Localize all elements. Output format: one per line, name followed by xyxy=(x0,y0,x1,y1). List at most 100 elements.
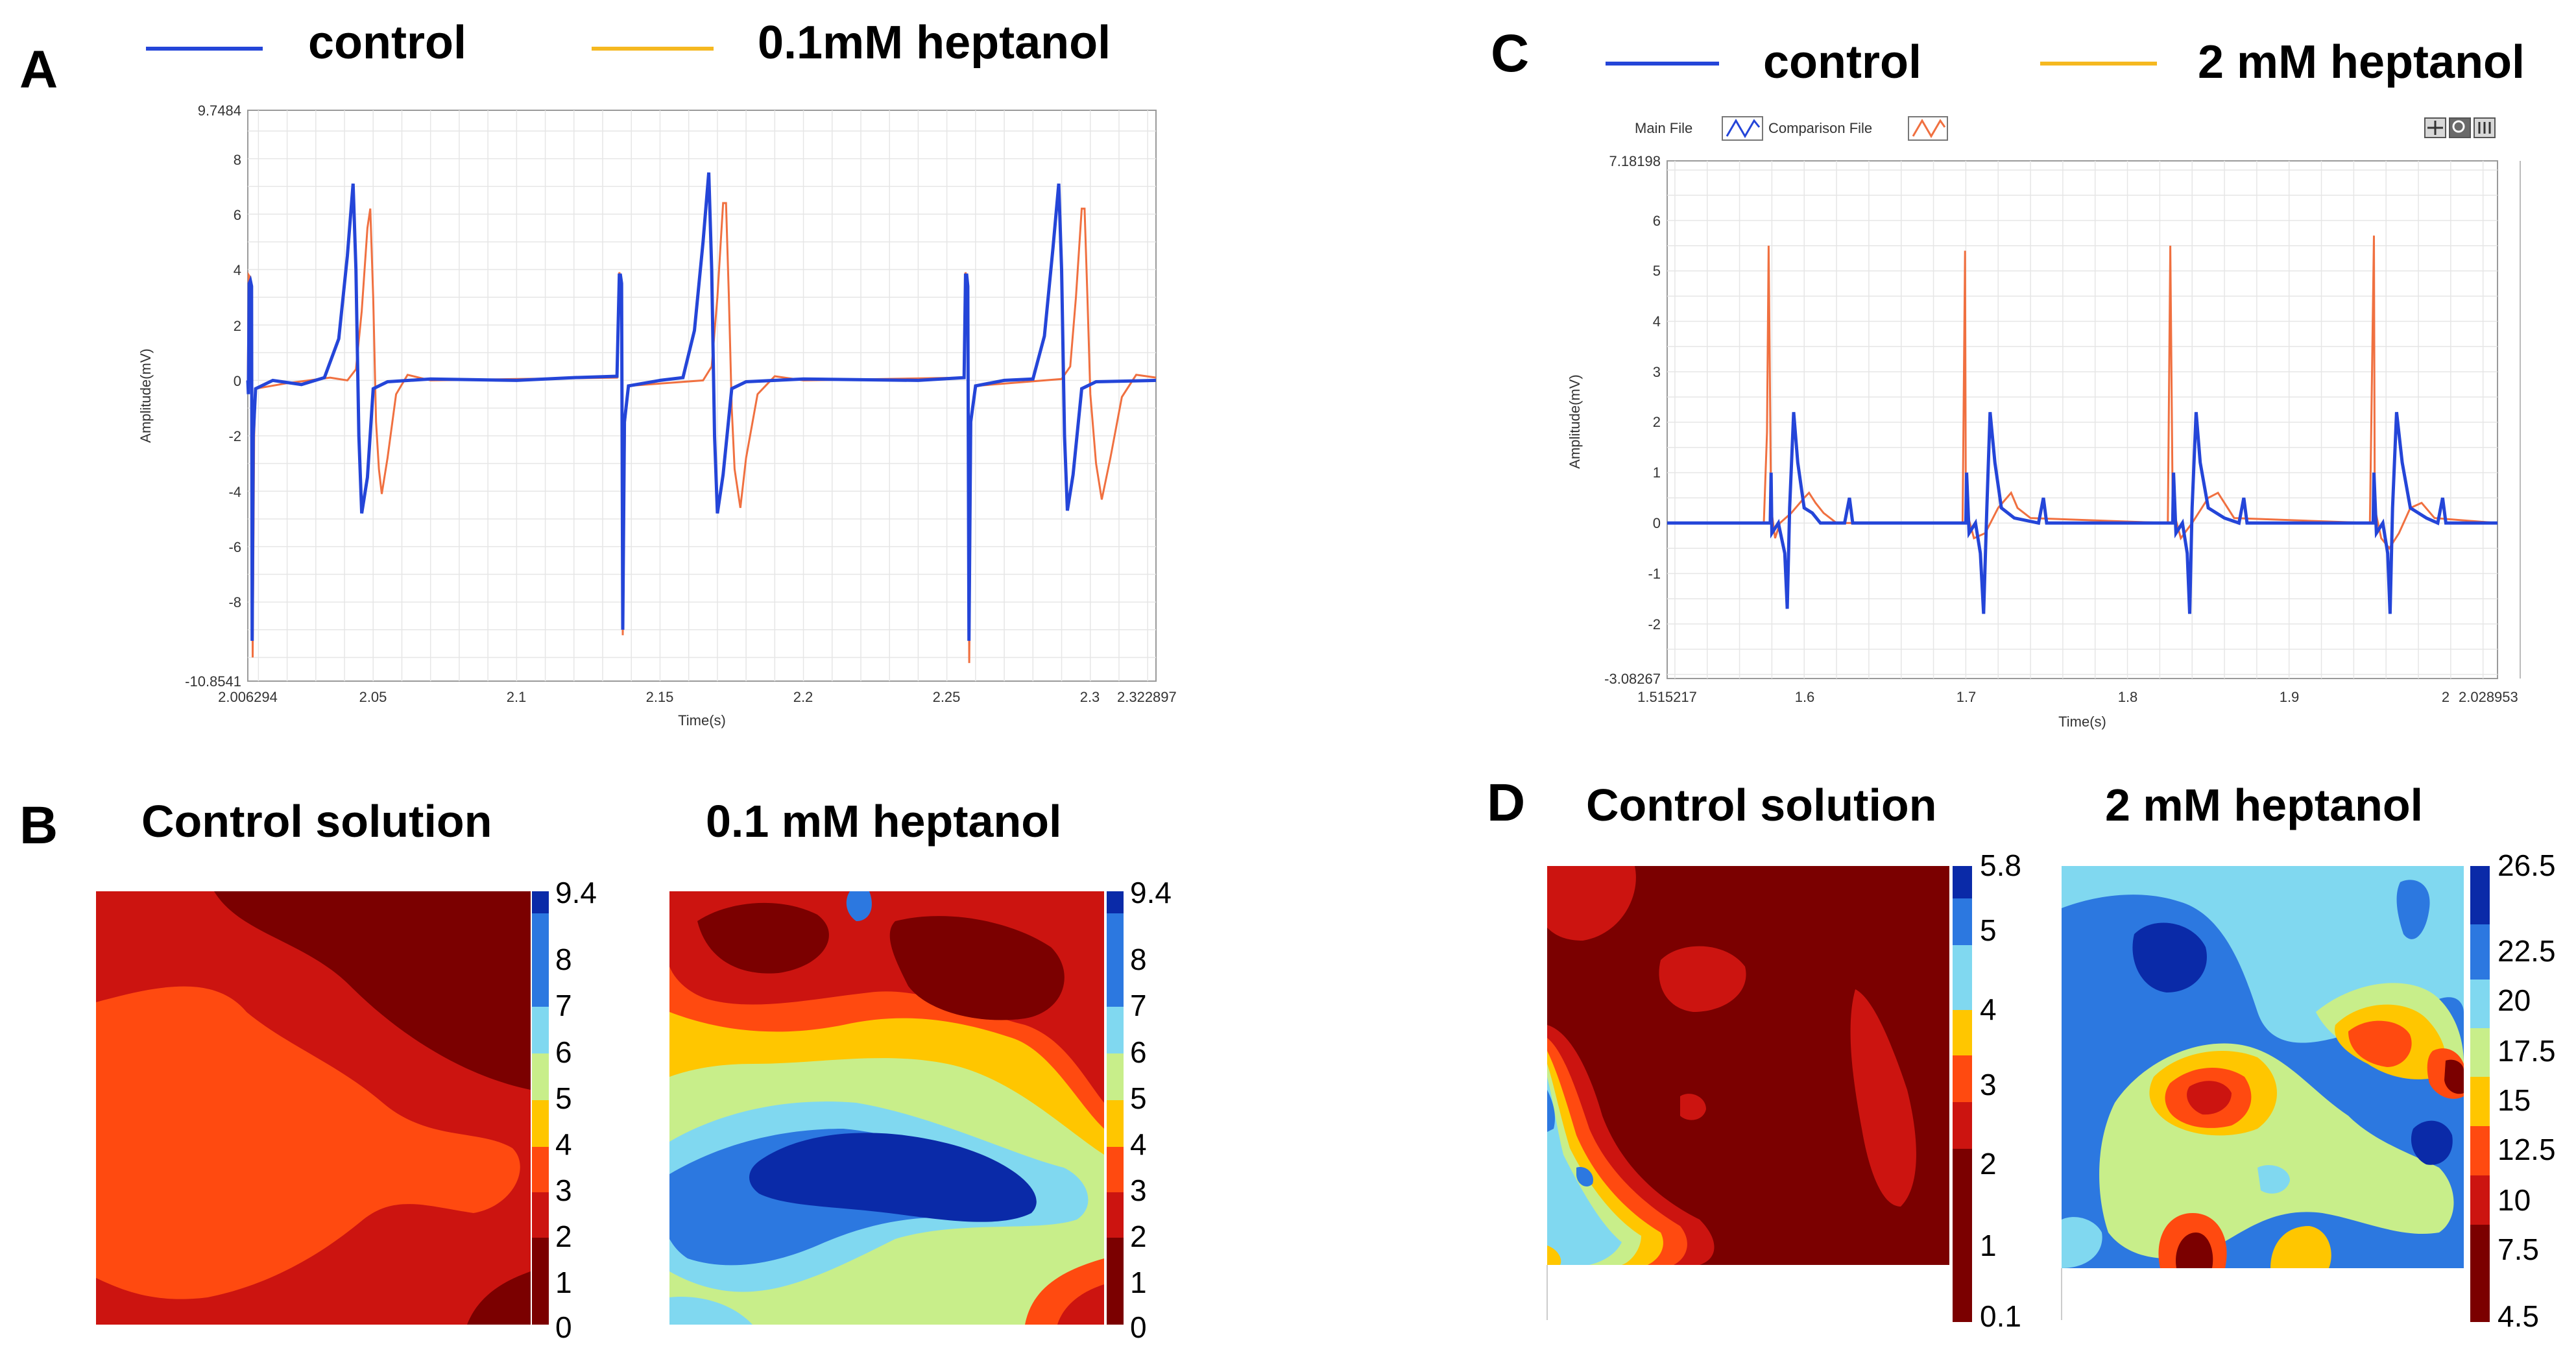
colorbar-segment xyxy=(1107,1100,1124,1147)
legend-c: control 2 mM heptanol xyxy=(1606,36,2525,88)
y-tick-a: 0 xyxy=(234,373,241,389)
legend-label-control-a: control xyxy=(308,17,466,69)
colorbar-segment xyxy=(1953,1102,1972,1149)
y-tick-a: -4 xyxy=(228,484,241,500)
y-tick-c: 1 xyxy=(1653,464,1661,481)
legend-a: control 0.1mM heptanol xyxy=(146,17,1111,69)
y-tick-a: 6 xyxy=(234,207,241,223)
colorbar-tick: 1 xyxy=(555,1266,572,1299)
colorbar-segment xyxy=(2470,1077,2490,1126)
colorbar-tick: 4 xyxy=(1130,1127,1147,1161)
x-axis-label-c: Time(s) xyxy=(2058,714,2106,730)
colorbar-tick: 2 xyxy=(1130,1220,1147,1253)
trace-heptanol-a xyxy=(247,202,1157,664)
heatmap-region xyxy=(2132,922,2207,992)
colorbar-tick: 2 xyxy=(555,1220,572,1253)
y-tick-c: -1 xyxy=(1648,566,1661,582)
y-tick-c: 4 xyxy=(1653,313,1661,330)
panel-letter-d: D xyxy=(1487,773,1525,832)
y-tick-a: 8 xyxy=(234,152,241,168)
main-file-label: Main File xyxy=(1635,120,1692,136)
panel-c: C control 2 mM heptanol Main File Compar… xyxy=(1491,24,2525,730)
comparison-file-wave-icon xyxy=(1912,119,1946,138)
panel-letter-b: B xyxy=(19,796,58,855)
main-file-wave-icon xyxy=(1726,119,1761,138)
heatmap-region xyxy=(2348,1020,2412,1067)
gridlines-a xyxy=(248,110,1156,681)
heatmap-region xyxy=(1547,866,1636,941)
colorbar-tick: 15 xyxy=(2498,1083,2531,1117)
x-tick-c: 1.515217 xyxy=(1637,689,1697,705)
y-axis-label-c: Amplitude(mV) xyxy=(1567,374,1583,468)
heatmap-b-right xyxy=(669,891,1104,1325)
colorbar-tick: 3 xyxy=(555,1173,572,1207)
colorbar-tick: 1 xyxy=(1130,1266,1147,1299)
trace-control-c xyxy=(1667,412,2498,614)
colorbar-segment xyxy=(1107,913,1124,960)
heatmap-region xyxy=(1547,1245,1561,1265)
heatmap-region xyxy=(697,902,829,974)
colorbar-segment xyxy=(2470,1028,2490,1077)
x-ticks-a: 2.006294 2.05 2.1 2.15 2.2 2.25 2.3 2.32… xyxy=(218,689,1177,705)
y-ticks-c: 7.18198 6 5 4 3 2 1 0 -1 -2 -3.08267 xyxy=(1604,153,1661,687)
main-file-swatch[interactable] xyxy=(1722,116,1763,141)
panel-a: A control 0.1mM heptanol 9.7484 8 6 4 2 … xyxy=(19,17,1177,728)
x-axis-label-a: Time(s) xyxy=(678,712,726,728)
colorbar-segment xyxy=(1107,1283,1124,1325)
heatmap-region xyxy=(2396,880,2430,939)
colorbar-tick: 1 xyxy=(1980,1229,1997,1262)
colorbar-tick: 0 xyxy=(555,1310,572,1344)
colorbar-segment xyxy=(532,1053,549,1100)
x-tick-a: 2.006294 xyxy=(218,689,278,705)
y-tick-c: -3.08267 xyxy=(1604,671,1661,687)
heatmap-region xyxy=(1680,1094,1706,1120)
panel-b: B Control solution 0.1 mM heptanol xyxy=(19,796,1172,1344)
colorbar-segment xyxy=(2470,1225,2490,1322)
x-tick-a: 2.25 xyxy=(933,689,961,705)
heatmap-region xyxy=(2270,1226,2331,1268)
x-tick-c: 1.7 xyxy=(1956,689,1977,705)
heatmap-region xyxy=(2187,1081,2232,1115)
x-ticks-c: 1.515217 1.6 1.7 1.8 1.9 2 2.028953 xyxy=(1637,689,2518,705)
y-tick-a: 9.7484 xyxy=(198,102,241,119)
colorbar-tick: 4 xyxy=(555,1127,572,1161)
colorbar-tick: 10 xyxy=(2498,1183,2531,1217)
colorbar-segment xyxy=(1107,1007,1124,1053)
comparison-file-label: Comparison File xyxy=(1768,120,1872,136)
colorbar-segment xyxy=(532,1238,549,1283)
colorbar-tick: 4 xyxy=(1980,992,1997,1026)
colorbar-b-left: 9.4 8 7 6 5 4 3 2 1 0 xyxy=(532,876,597,1344)
comparison-file-swatch[interactable] xyxy=(1908,116,1948,141)
x-tick-a: 2.15 xyxy=(646,689,674,705)
heatmap-region xyxy=(96,986,520,1299)
heatmap-region xyxy=(669,1297,752,1325)
panel-d: D Control solution 2 mM heptanol xyxy=(1487,773,2556,1333)
map-title-b-right: 0.1 mM heptanol xyxy=(706,796,1061,847)
colorbar-segment xyxy=(2470,1126,2490,1175)
y-tick-a: 4 xyxy=(234,262,241,278)
colorbar-segment xyxy=(532,1283,549,1325)
colorbar-d-right: 26.5 22.5 20 17.5 15 12.5 10 7.5 4.5 xyxy=(2470,848,2556,1333)
plot-frame-c xyxy=(1667,160,2498,679)
colorbar-segment xyxy=(1107,1192,1124,1238)
heatmap-region xyxy=(846,891,872,921)
heatmap-region xyxy=(2062,1217,2102,1268)
x-tick-c: 2.028953 xyxy=(2459,689,2518,705)
colorbar-segment xyxy=(1953,1196,1972,1322)
colorbar-tick: 8 xyxy=(555,943,572,976)
colorbar-tick: 6 xyxy=(1130,1035,1147,1069)
colorbar-segment xyxy=(2470,924,2490,980)
colorbar-tick: 5 xyxy=(1130,1081,1147,1115)
colorbar-tick: 8 xyxy=(1130,943,1147,976)
y-tick-c: 3 xyxy=(1653,364,1661,380)
colorbar-tick: 3 xyxy=(1980,1068,1997,1101)
y-tick-c: 6 xyxy=(1653,213,1661,229)
heatmap-region xyxy=(467,1271,531,1325)
y-tick-a: -6 xyxy=(228,539,241,555)
heatmap-b-left xyxy=(96,891,531,1325)
trace-control-a xyxy=(246,172,1157,641)
colorbar-tick: 22.5 xyxy=(2498,934,2556,968)
colorbar-tick: 9.4 xyxy=(555,876,597,909)
x-tick-a: 2.2 xyxy=(793,689,813,705)
colorbar-tick: 5 xyxy=(1980,913,1997,947)
